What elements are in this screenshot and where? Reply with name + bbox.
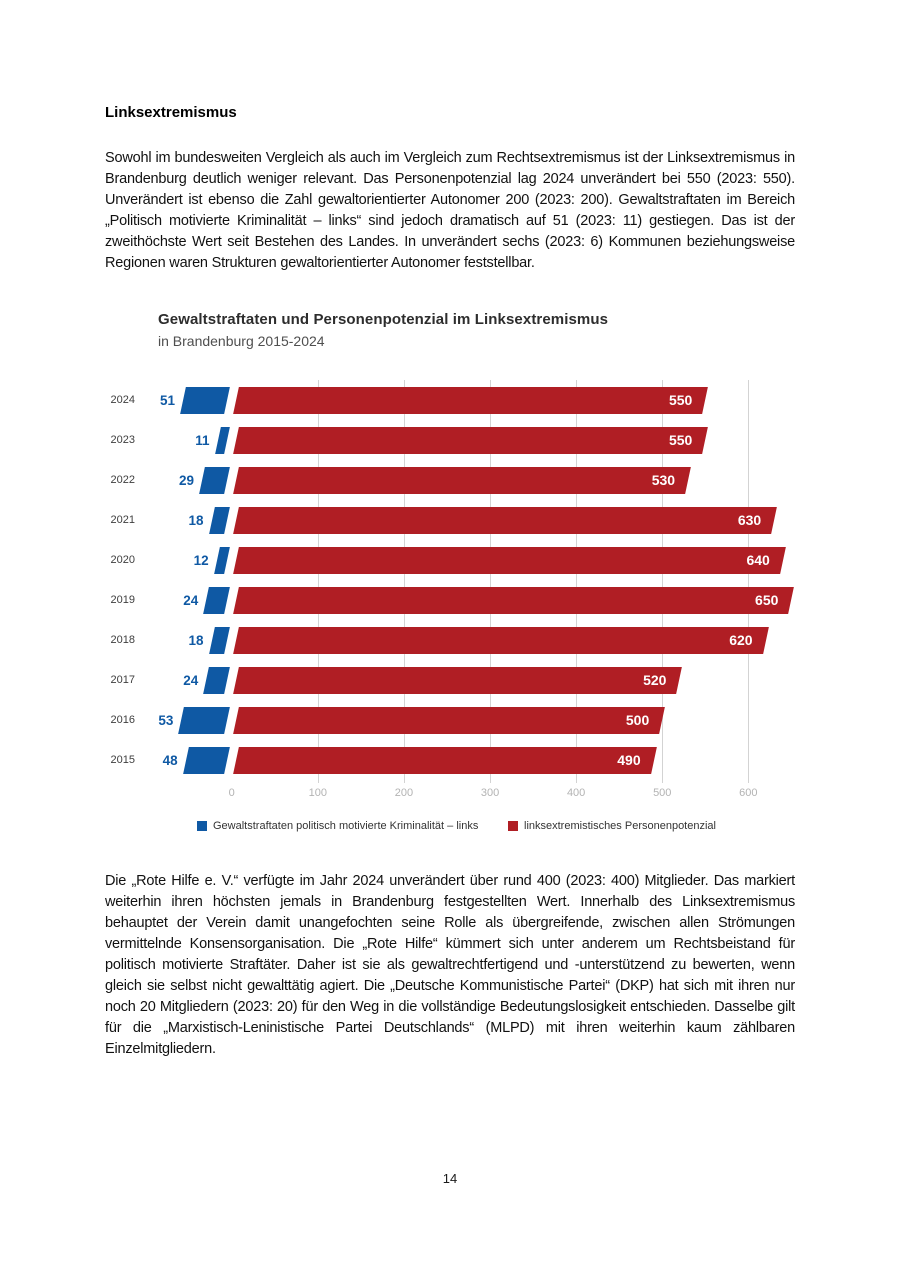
axis-tick-label: 300 — [480, 787, 500, 799]
bar-value-potential: 550 — [668, 392, 693, 408]
bar-value-violence: 51 — [160, 393, 176, 408]
bar-value-potential: 650 — [755, 592, 779, 608]
bar-violence — [199, 467, 230, 494]
legend-item-potential: linksextremistisches Personenpotenzial — [508, 820, 716, 832]
bar-potential: 520 — [233, 667, 683, 694]
bar-value-potential: 490 — [617, 752, 641, 768]
bar-value-potential: 530 — [651, 472, 676, 488]
chart-header: Gewaltstraftaten und Personenpotenzial i… — [158, 311, 798, 349]
chart-subtitle: in Brandenburg 2015-2024 — [158, 333, 325, 349]
year-label: 2023 — [110, 434, 135, 446]
legend-label-potential: linksextremistisches Personenpotenzial — [524, 820, 716, 832]
axis-tick-label: 400 — [566, 787, 586, 799]
gridline-400 — [576, 380, 578, 783]
bar-value-violence: 18 — [188, 633, 204, 648]
bar-value-violence: 48 — [162, 753, 178, 768]
chart-title: Gewaltstraftaten und Personenpotenzial i… — [158, 311, 609, 328]
bar-value-violence: 53 — [158, 713, 174, 728]
bar-violence — [214, 427, 230, 454]
gridline-100 — [317, 380, 319, 783]
legend-swatch-blue — [197, 821, 207, 831]
bar-chart: 0 100 200 300 400 500 600 2024 51 550 2023 11 550 202… — [105, 370, 795, 800]
bar-potential: 530 — [233, 467, 691, 494]
year-label: 2021 — [110, 514, 135, 526]
axis-tick-label: 200 — [394, 787, 414, 799]
gridline-200 — [403, 380, 405, 783]
section-heading: Linksextremismus — [105, 104, 237, 121]
gridline-600 — [748, 380, 750, 783]
axis-tick-label: 0 — [228, 787, 235, 799]
gridline-500 — [662, 380, 664, 783]
bar-potential: 550 — [233, 427, 709, 454]
year-label: 2024 — [110, 394, 135, 406]
bar-violence — [203, 667, 230, 694]
year-label: 2020 — [110, 554, 135, 566]
bar-potential: 550 — [233, 387, 709, 414]
year-label: 2022 — [110, 474, 135, 486]
paragraph-rote-hilfe: Die „Rote Hilfe e. V.“ verfügte im Jahr … — [105, 873, 795, 1057]
bar-violence — [203, 587, 230, 614]
bar-potential: 490 — [233, 747, 657, 774]
axis-tick-label: 500 — [653, 787, 672, 799]
year-label: 2016 — [110, 714, 135, 726]
bar-value-potential: 550 — [668, 432, 693, 448]
bar-value-potential: 620 — [729, 632, 753, 648]
legend-label-violence: Gewaltstraftaten politisch motivierte Kr… — [213, 820, 479, 832]
legend-item-violence: Gewaltstraftaten politisch motivierte Kr… — [197, 820, 478, 832]
bar-violence — [182, 747, 230, 774]
bar-value-potential: 520 — [643, 672, 667, 688]
legend-swatch-red — [508, 821, 518, 831]
bar-potential: 620 — [233, 627, 769, 654]
bar-potential: 630 — [233, 507, 778, 534]
bar-value-violence: 24 — [183, 673, 199, 688]
bar-potential: 650 — [233, 587, 795, 614]
year-label: 2018 — [110, 634, 135, 646]
bar-potential: 500 — [233, 707, 666, 734]
axis-tick-label: 600 — [739, 787, 758, 799]
year-label: 2019 — [110, 594, 135, 606]
bar-violence — [180, 387, 230, 414]
year-label: 2017 — [110, 674, 135, 686]
chart-legend: Gewaltstraftaten politisch motivierte Kr… — [105, 820, 795, 838]
paragraph-intro: Sowohl im bundesweiten Vergleich als auc… — [105, 150, 795, 271]
bar-value-violence: 11 — [195, 433, 210, 448]
bar-violence — [178, 707, 230, 734]
year-label: 2015 — [110, 754, 135, 766]
bar-violence — [208, 507, 230, 534]
bar-potential: 640 — [233, 547, 786, 574]
bar-value-potential: 500 — [625, 712, 650, 728]
axis-tick-label: 100 — [308, 787, 327, 799]
bar-value-violence: 29 — [178, 473, 195, 488]
bar-value-violence: 24 — [183, 593, 199, 608]
bar-violence — [208, 627, 230, 654]
bar-value-potential: 630 — [737, 512, 762, 528]
bar-value-violence: 12 — [193, 553, 209, 568]
gridline-300 — [490, 380, 492, 783]
bar-value-violence: 18 — [188, 513, 204, 528]
page-number: 14 — [442, 1171, 458, 1186]
bar-violence — [213, 547, 230, 574]
bar-value-potential: 640 — [746, 552, 770, 568]
